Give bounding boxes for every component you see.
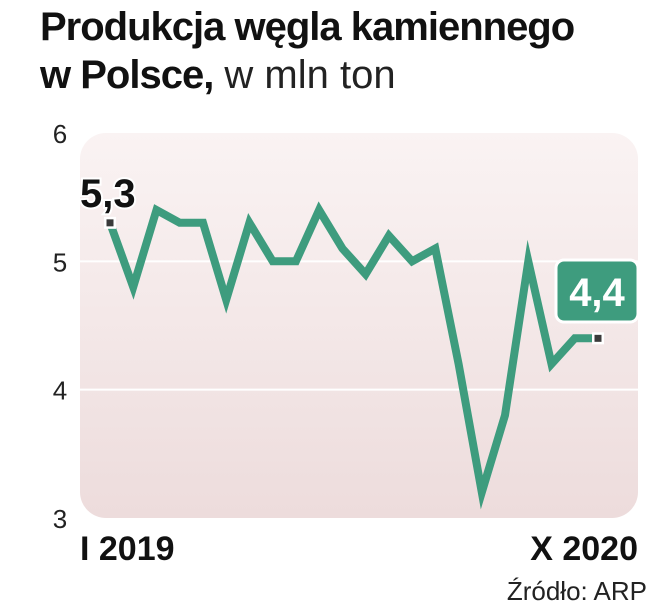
x-tick-label-first: I 2019 <box>80 530 175 568</box>
title-line-1: Produkcja węgla kamiennego <box>40 5 575 49</box>
endpoint-marker-core <box>594 334 602 342</box>
plot-panel <box>80 133 638 518</box>
y-tick-label: 5 <box>53 247 67 277</box>
endpoint-marker-core <box>106 219 114 227</box>
source-note: Źródło: ARP <box>506 576 647 606</box>
label-first-value: 5,3 <box>80 172 136 216</box>
series-line <box>106 201 598 510</box>
value-annotations: 5,3 4,4 <box>78 170 640 324</box>
y-axis-ticks: 3 4 5 6 <box>53 119 67 534</box>
title-line-2-light: w mln ton <box>213 53 396 97</box>
x-tick-label-last: X 2020 <box>530 530 638 568</box>
title-line-2-bold: w Polsce, <box>40 53 214 97</box>
label-last-value: 4,4 <box>569 271 625 315</box>
y-tick-label: 6 <box>53 119 67 149</box>
label-last-box <box>554 258 640 324</box>
y-tick-label: 3 <box>53 504 67 534</box>
series-production <box>104 201 604 510</box>
y-tick-label: 4 <box>53 376 67 406</box>
chart-title: Produkcja węgla kamiennego w Polsce, w m… <box>40 4 575 100</box>
x-axis-ticks: I 2019 X 2020 <box>80 530 638 568</box>
